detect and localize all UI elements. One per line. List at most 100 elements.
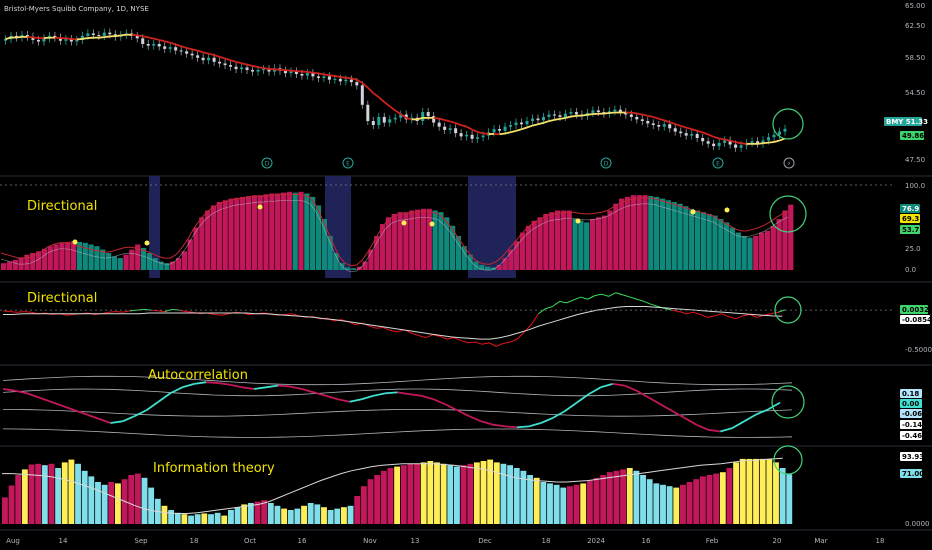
autocorrelation-value-tag: -0.14 [902, 421, 922, 429]
directional-bar [298, 191, 304, 270]
price-candle [651, 123, 655, 126]
price-candle [767, 137, 771, 141]
directional-bar [607, 210, 613, 270]
directional-bar [432, 210, 438, 270]
information-bar [281, 508, 288, 524]
directional-bar [560, 210, 566, 270]
price-candle [734, 144, 738, 148]
x-axis-tick-label: Nov [363, 537, 377, 545]
directional-dot [144, 240, 150, 246]
autocorrelation-line-segment [552, 410, 566, 419]
information-bar [573, 484, 580, 524]
directional-bar [135, 244, 141, 270]
directional-line-segment [157, 310, 166, 313]
trend-line-segment [65, 37, 72, 40]
price-candle [481, 135, 485, 138]
directional-bar [409, 210, 415, 270]
directional-bar [339, 263, 345, 270]
directional-bar [164, 263, 170, 270]
autocorrelation-line-segment [122, 415, 135, 423]
directional-bar [601, 215, 607, 270]
information-bar [181, 514, 188, 524]
x-axis-tick-label: 18 [190, 537, 199, 545]
trend-line-segment [186, 47, 193, 51]
directional-line-segment [742, 313, 750, 317]
trend-line-segment [762, 141, 769, 145]
trend-line-segment [356, 78, 363, 84]
directional-line-segment [735, 315, 743, 320]
directional-line-y-tick: -0.5000 [905, 346, 932, 354]
price-candle [723, 140, 727, 143]
directional-dot [575, 218, 581, 224]
trend-line-segment [230, 59, 237, 63]
directional-line-segment [390, 329, 398, 333]
directional-line-segment [545, 306, 553, 310]
directional-y-tick: 0.0 [905, 266, 916, 274]
trend-line-segment [515, 128, 522, 132]
directional-line-segment [510, 338, 518, 343]
price-candle [36, 39, 40, 42]
information-bar [354, 496, 361, 524]
price-candle [152, 43, 156, 46]
information-bar [660, 484, 666, 524]
trend-line-segment [323, 73, 330, 77]
information-bar [593, 477, 600, 524]
price-candle [327, 76, 331, 80]
directional-bar [158, 261, 164, 270]
directional-line-segment [108, 311, 116, 313]
trend-line-segment [312, 71, 319, 75]
trend-line-segment [559, 117, 566, 120]
directional-line-title: Directional [27, 291, 97, 306]
directional-bar [257, 195, 263, 270]
information-value-tag-bg [900, 469, 922, 478]
autocorrelation-line-segment [385, 391, 398, 395]
trend-line-segment [471, 128, 478, 133]
price-candle [596, 110, 600, 113]
directional-bar [24, 254, 30, 270]
trend-line-segment [361, 82, 369, 89]
price-candle [514, 122, 518, 126]
directional-bar [630, 195, 636, 270]
price-candle [437, 122, 441, 127]
price-candle [662, 124, 666, 127]
directional-bar [59, 242, 65, 270]
price-candle [635, 116, 639, 120]
autocorrelation-line-segment [301, 388, 315, 394]
price-candle [618, 109, 622, 113]
information-bar [567, 486, 573, 524]
information-bar [473, 462, 480, 524]
earnings-marker-label: E [346, 161, 350, 168]
autocorrelation-line-segment [612, 383, 625, 387]
trend-line-segment [718, 137, 725, 141]
directional-bar [589, 219, 596, 270]
directional-bar [729, 227, 736, 270]
autocorrelation-value-tag: 0.00 [902, 400, 919, 408]
directional-line-segment [467, 341, 476, 344]
directional-line-segment [369, 325, 377, 329]
directional-bar [292, 192, 298, 270]
autocorrelation-line-segment [755, 408, 769, 416]
directional-line-segment [749, 314, 757, 318]
information-bar [427, 461, 434, 524]
highlight-circle [772, 108, 804, 140]
trend-line-segment [741, 142, 747, 145]
directional-line-segment [221, 313, 229, 316]
price-candle [163, 46, 167, 49]
autocorrelation-line-segment [540, 417, 554, 424]
directional-bar [426, 208, 432, 270]
directional-dot [401, 220, 407, 226]
autocorrelation-panel [2, 375, 805, 438]
autocorrelation-line-segment [2, 388, 16, 392]
price-candle [569, 112, 573, 114]
directional-bar [374, 236, 380, 270]
information-bar [713, 473, 720, 524]
trend-line-segment [82, 37, 88, 40]
information-bar [719, 472, 726, 524]
trend-line-segment [658, 117, 665, 122]
information-bar [134, 473, 141, 524]
trend-line-segment [394, 109, 402, 115]
trend-line-segment [104, 35, 110, 39]
price-candle [717, 142, 721, 147]
directional-line-segment [383, 327, 391, 331]
trend-line-segment [131, 33, 138, 37]
